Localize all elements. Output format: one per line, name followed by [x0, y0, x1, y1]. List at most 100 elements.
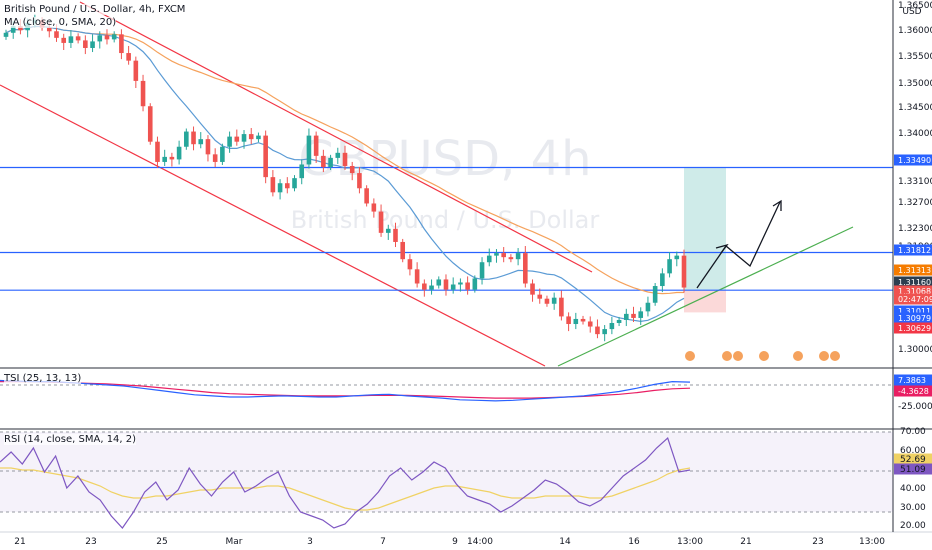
- stop-loss-zone[interactable]: [684, 290, 726, 313]
- event-icon: [829, 350, 841, 362]
- candle-body: [198, 139, 204, 145]
- event-icon: [818, 350, 830, 362]
- price-tick: 1.34500: [898, 103, 932, 113]
- projection-arrowhead-1: [715, 243, 729, 254]
- price-badge: [894, 285, 932, 297]
- price-tick: 1.36500: [898, 1, 932, 11]
- candle-body: [119, 34, 124, 54]
- candle-body: [18, 26, 23, 31]
- tsi-tick: -25.0000: [898, 402, 932, 412]
- candle-body: [241, 134, 247, 142]
- candle-body: [566, 316, 571, 325]
- candle-body: [559, 297, 564, 317]
- time-tick: 23: [85, 537, 96, 547]
- chart-title[interactable]: British Pound / U.S. Dollar, 4h, FXCM: [4, 4, 186, 15]
- rsi-tick: 30.00: [900, 503, 926, 513]
- candle-body: [422, 283, 427, 290]
- price-tick: 1.36000: [898, 26, 932, 36]
- price-badge-text: 1.30979: [898, 314, 931, 323]
- price-badge-text: 02:47:09: [898, 295, 932, 304]
- price-badge-text: 1.30629: [898, 324, 931, 333]
- economic-events[interactable]: [684, 350, 841, 362]
- candle-body: [342, 152, 348, 166]
- candle-body: [595, 326, 600, 335]
- candle-body: [544, 298, 550, 304]
- tsi-value-badge: [894, 374, 932, 386]
- candle-body: [10, 26, 16, 33]
- price-badge-text: 1.31313: [898, 266, 931, 275]
- tsi-axis: 7.3863 -4.3628 -25.0000: [894, 374, 932, 412]
- candle-body: [263, 135, 268, 178]
- candle-body: [46, 27, 52, 32]
- time-tick: 21: [14, 537, 25, 547]
- event-icon: [684, 350, 696, 362]
- price-badge: [894, 305, 932, 317]
- candle-body: [450, 284, 456, 290]
- tsi-value-badge: [894, 385, 932, 397]
- rsi-value-text: 52.69: [900, 455, 926, 465]
- candle-body: [220, 146, 225, 162]
- candle-body: [393, 228, 398, 242]
- candle-body: [335, 152, 341, 158]
- price-tick: 1.32700: [898, 198, 932, 208]
- price-badge: [894, 154, 932, 166]
- candle-body: [162, 156, 167, 162]
- ma-legend[interactable]: MA (close, 0, SMA, 20): [4, 17, 117, 28]
- time-tick: 13:00: [677, 537, 703, 547]
- channel-upper-line[interactable]: [79, 1, 593, 273]
- tsi-value-text: 7.3863: [898, 376, 926, 385]
- candle-body: [400, 241, 406, 260]
- support-trendline[interactable]: [557, 226, 854, 367]
- price-tick: 1.35500: [898, 52, 932, 62]
- candle-body: [623, 313, 629, 320]
- candle-body: [155, 141, 160, 162]
- time-tick: 21: [740, 537, 751, 547]
- candle-body: [169, 156, 175, 160]
- tsi-legend[interactable]: TSI (25, 13, 13): [4, 373, 82, 384]
- channel-lower-line[interactable]: [0, 84, 546, 367]
- time-tick: 16: [628, 537, 640, 547]
- time-axis[interactable]: 21 23 25 Mar 3 7 9 14:00 14 16 13:00 21 23 13:00: [14, 537, 885, 547]
- rsi-tick: 20.00: [900, 521, 926, 531]
- candle-body: [371, 203, 377, 212]
- time-tick: 13:00: [859, 537, 885, 547]
- event-icon: [721, 350, 733, 362]
- candle-body: [501, 253, 506, 258]
- currency-label: USD: [902, 7, 921, 17]
- candle-body: [61, 37, 67, 43]
- candle-body: [126, 53, 131, 61]
- candle-body: [184, 131, 189, 147]
- candle-body: [523, 253, 528, 284]
- candle-body: [537, 294, 543, 299]
- time-tick: Mar: [226, 537, 243, 547]
- price-badge: [894, 322, 932, 334]
- tsi-line: [0, 379, 691, 402]
- price-badge: [894, 264, 932, 276]
- candle-body: [147, 106, 153, 142]
- watermark-symbol: GBPUSD, 4h: [298, 131, 591, 187]
- candle-body: [479, 262, 485, 279]
- projection-arrow[interactable]: [696, 201, 781, 289]
- candle-body: [313, 135, 319, 156]
- candle-body: [277, 183, 283, 193]
- rsi-legend[interactable]: RSI (14, close, SMA, 14, 2): [4, 434, 137, 445]
- candle-body: [68, 36, 74, 43]
- candle-body: [573, 318, 579, 325]
- candle-body: [111, 34, 117, 40]
- rsi-label: RSI (14, close, SMA, 14, 2): [4, 434, 137, 445]
- price-badge-text: 1.33490: [898, 156, 931, 165]
- watermark-description: British Pound / U.S. Dollar: [291, 206, 600, 234]
- rsi-value-badge: [894, 453, 932, 465]
- price-badge-text: 1.31011: [898, 307, 931, 316]
- price-badge-text: 1.31812: [898, 246, 931, 255]
- rsi-band: [0, 432, 893, 512]
- price-badge: [894, 276, 932, 288]
- candle-body: [104, 35, 110, 40]
- candle-body: [90, 41, 95, 48]
- candle-body: [551, 297, 557, 304]
- price-badges: 1.33490 1.31812 1.31313 1.311601.3106802:47…: [894, 154, 932, 334]
- horizontal-levels: [0, 166, 893, 291]
- take-profit-zone[interactable]: [684, 167, 726, 291]
